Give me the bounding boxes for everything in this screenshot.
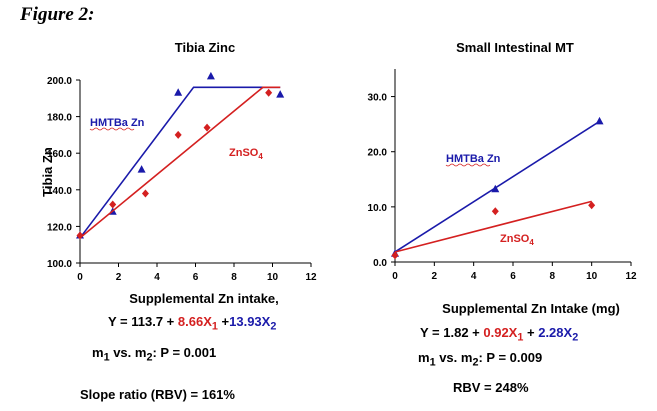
data-point-diamond [174,130,182,139]
data-point-triangle [491,184,500,193]
tibia-slope-ratio: Slope ratio (RBV) = 161% [80,387,235,402]
x-tick-label: 2 [432,271,438,282]
mt-eq-term2: 2.28X2 [538,325,579,344]
fit-line-triangle [394,120,600,253]
chart-title: Tibia Zinc [175,40,235,55]
chart-tibia-zinc: Tibia Zinc 0 2 4 6 8 10 12 100.0 120.0 140.0 160.0 1… [40,40,317,306]
x-tick-label: 0 [392,271,398,282]
data-point-diamond [203,123,211,132]
annotation-znso4: ZnSO4 [500,233,534,247]
y-tick-label: 10.0 [368,203,388,214]
x-tick-label: 12 [625,271,637,282]
tibia-equation: Y = 113.7 + 8.66X1 +13.93X2 [108,314,276,333]
annotation-znso4: ZnSO4 [229,147,263,161]
mt-rbv: RBV = 248% [453,380,529,395]
data-point-diamond [265,88,273,97]
figure-label: Figure 2: [20,4,95,25]
chart-small-intestinal-mt: Small Intestinal MT 0 2 4 6 8 10 12 0.0 10.0 20.0 3… [368,40,637,316]
tibia-eq-intercept: Y = 113.7 + [108,314,178,329]
data-point-diamond [491,207,499,216]
x-tick-label: 10 [267,272,279,283]
x-tick-label: 6 [510,271,516,282]
spellcheck-underline [445,163,491,167]
data-point-triangle [595,116,604,125]
data-point-diamond [141,189,149,198]
spellcheck-underline [89,127,135,131]
x-tick-label: 12 [305,272,317,283]
x-tick-label: 8 [231,272,237,283]
chart-title: Small Intestinal MT [456,40,574,55]
y-tick-label: 100.0 [47,259,72,270]
mt-eq-intercept: Y = 1.82 + [420,325,484,340]
data-point-diamond [588,201,596,210]
data-point-triangle [137,165,146,173]
tibia-eq-term2: 13.93X2 [229,314,277,333]
x-tick-label: 0 [77,272,83,283]
tibia-eq-term1: 8.66X1 [177,314,218,333]
x-axis-label: Supplemental Zn Intake (mg) [442,301,620,316]
fit-line-triangle [79,86,281,239]
x-tick-label: 2 [116,272,122,283]
fit-line-diamond [79,86,281,239]
x-axis-label: Supplemental Zn intake, [129,291,279,306]
fit-line-diamond [394,200,592,253]
x-tick-label: 10 [586,271,598,282]
y-tick-label: 160.0 [47,149,72,160]
y-tick-label: 180.0 [47,113,72,124]
mt-comparison: m1 vs. m2: P = 0.009 [418,350,543,369]
annotation-hmtba: HMTBa Zn [446,153,501,165]
y-tick-label: 0.0 [373,258,387,269]
y-tick-label: 30.0 [368,93,388,104]
x-tick-label: 6 [193,272,199,283]
data-point-triangle [174,88,183,96]
y-tick-label: 120.0 [47,222,72,233]
annotation-hmtba: HMTBa Zn [90,117,145,129]
tibia-comparison: m1 vs. m2: P = 0.001 [92,345,217,364]
data-point-diamond [76,231,84,240]
data-point-triangle [206,71,215,80]
y-tick-label: 140.0 [47,186,72,197]
tibia-eq-plus: + [217,314,230,329]
mt-eq-plus: + [523,325,539,340]
mt-eq-term1: 0.92X1 [483,325,524,344]
x-tick-label: 4 [471,271,477,282]
data-point-diamond [391,251,399,260]
y-tick-label: 200.0 [47,76,72,87]
data-point-diamond [109,200,117,209]
x-tick-label: 8 [550,271,556,282]
x-tick-label: 4 [154,272,160,283]
y-tick-label: 20.0 [368,148,388,159]
data-point-triangle [276,90,285,98]
y-axis-label: Tibia Zn [40,147,55,197]
mt-equation: Y = 1.82 + 0.92X1 + 2.28X2 [420,325,578,344]
